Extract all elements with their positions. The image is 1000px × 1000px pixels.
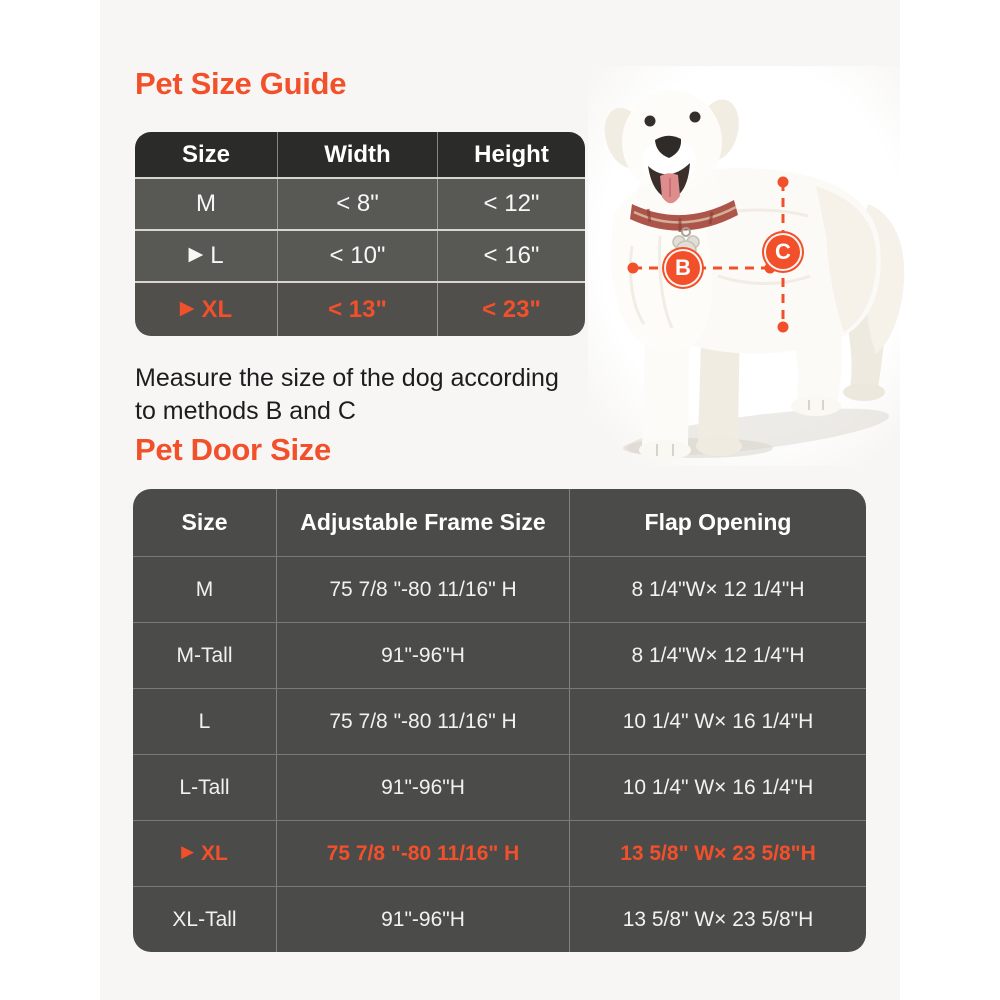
table-row-l: ▶ L < 10" < 16" [135, 229, 585, 281]
size-cell: L [133, 689, 276, 754]
size-cell: M-Tall [133, 623, 276, 688]
table-header-row: Size Width Height [135, 132, 585, 177]
pet-door-size-title: Pet Door Size [135, 432, 331, 467]
measure-note-line2: to methods B and C [135, 397, 356, 425]
pet-size-guide-table: Size Width Height M < 8" < 12" ▶ L < 10" … [135, 132, 585, 336]
table-header-row: Size Adjustable Frame Size Flap Opening [133, 489, 866, 556]
triangle-marker-icon: ▶ [179, 297, 195, 319]
height-cell: < 23" [437, 283, 585, 336]
dog-photo [588, 66, 918, 466]
table-row-xl-highlighted: ▶ XL < 13" < 23" [135, 281, 585, 336]
frame-cell: 75 7/8 "-80 11/16" H [276, 689, 569, 754]
flap-cell: 10 1/4" W× 16 1/4"H [569, 689, 866, 754]
flap-cell: 13 5/8" W× 23 5/8"H [569, 887, 866, 952]
size-cell: M [133, 557, 276, 622]
table-row-xl-highlighted: ▶ XL 75 7/8 "-80 11/16" H 13 5/8" W× 23 5… [133, 820, 866, 886]
table-row-l-tall: L-Tall 91"-96"H 10 1/4" W× 16 1/4"H [133, 754, 866, 820]
frame-cell: 91"-96"H [276, 755, 569, 820]
flap-cell: 8 1/4"W× 12 1/4"H [569, 557, 866, 622]
pet-size-guide-title: Pet Size Guide [135, 66, 347, 101]
size-label: XL [201, 295, 233, 323]
size-label: XL [201, 841, 228, 865]
header-flap-opening: Flap Opening [569, 489, 866, 556]
flap-cell: 13 5/8" W× 23 5/8"H [569, 821, 866, 886]
flap-cell: 8 1/4"W× 12 1/4"H [569, 623, 866, 688]
table-row-m-tall: M-Tall 91"-96"H 8 1/4"W× 12 1/4"H [133, 622, 866, 688]
header-size: Size [181, 509, 228, 535]
size-label: M [196, 190, 216, 217]
header-height: Height [437, 132, 585, 177]
size-cell: M [135, 179, 277, 229]
flap-cell: 10 1/4" W× 16 1/4"H [569, 755, 866, 820]
width-cell: < 8" [277, 179, 437, 229]
table-row-m: M < 8" < 12" [135, 177, 585, 229]
frame-cell: 91"-96"H [276, 887, 569, 952]
pet-door-size-table: Size Adjustable Frame Size Flap Opening … [133, 489, 866, 952]
size-cell: ▶ XL [133, 821, 276, 886]
frame-cell: 91"-96"H [276, 623, 569, 688]
measure-note: Measure the size of the dog according to… [135, 362, 559, 428]
triangle-marker-icon: ▶ [188, 244, 204, 266]
header-size: Size [181, 140, 231, 168]
width-cell: < 10" [277, 231, 437, 281]
triangle-marker-icon: ▶ [181, 842, 195, 862]
frame-cell: 75 7/8 "-80 11/16" H [276, 557, 569, 622]
header-width: Width [277, 132, 437, 177]
size-label: L [210, 242, 224, 269]
label-c-badge: C [764, 233, 802, 271]
table-row-xl-tall: XL-Tall 91"-96"H 13 5/8" W× 23 5/8"H [133, 886, 866, 952]
size-label: L-Tall [179, 775, 230, 799]
size-label: M [195, 577, 214, 601]
height-cell: < 12" [437, 179, 585, 229]
table-row-m: M 75 7/8 "-80 11/16" H 8 1/4"W× 12 1/4"H [133, 556, 866, 622]
size-cell: ▶ L [135, 231, 277, 281]
size-label: XL-Tall [172, 907, 237, 931]
height-cell: < 16" [437, 231, 585, 281]
header-frame-size: Adjustable Frame Size [276, 489, 569, 556]
size-cell: XL-Tall [133, 887, 276, 952]
size-label: L [198, 709, 211, 733]
table-row-l: L 75 7/8 "-80 11/16" H 10 1/4" W× 16 1/4… [133, 688, 866, 754]
measure-note-line1: Measure the size of the dog according [135, 364, 559, 392]
frame-cell: 75 7/8 "-80 11/16" H [276, 821, 569, 886]
size-cell: ▶ XL [135, 283, 277, 336]
label-b-badge: B [664, 249, 702, 287]
size-cell: L-Tall [133, 755, 276, 820]
width-cell: < 13" [277, 283, 437, 336]
size-label: M-Tall [176, 643, 233, 667]
